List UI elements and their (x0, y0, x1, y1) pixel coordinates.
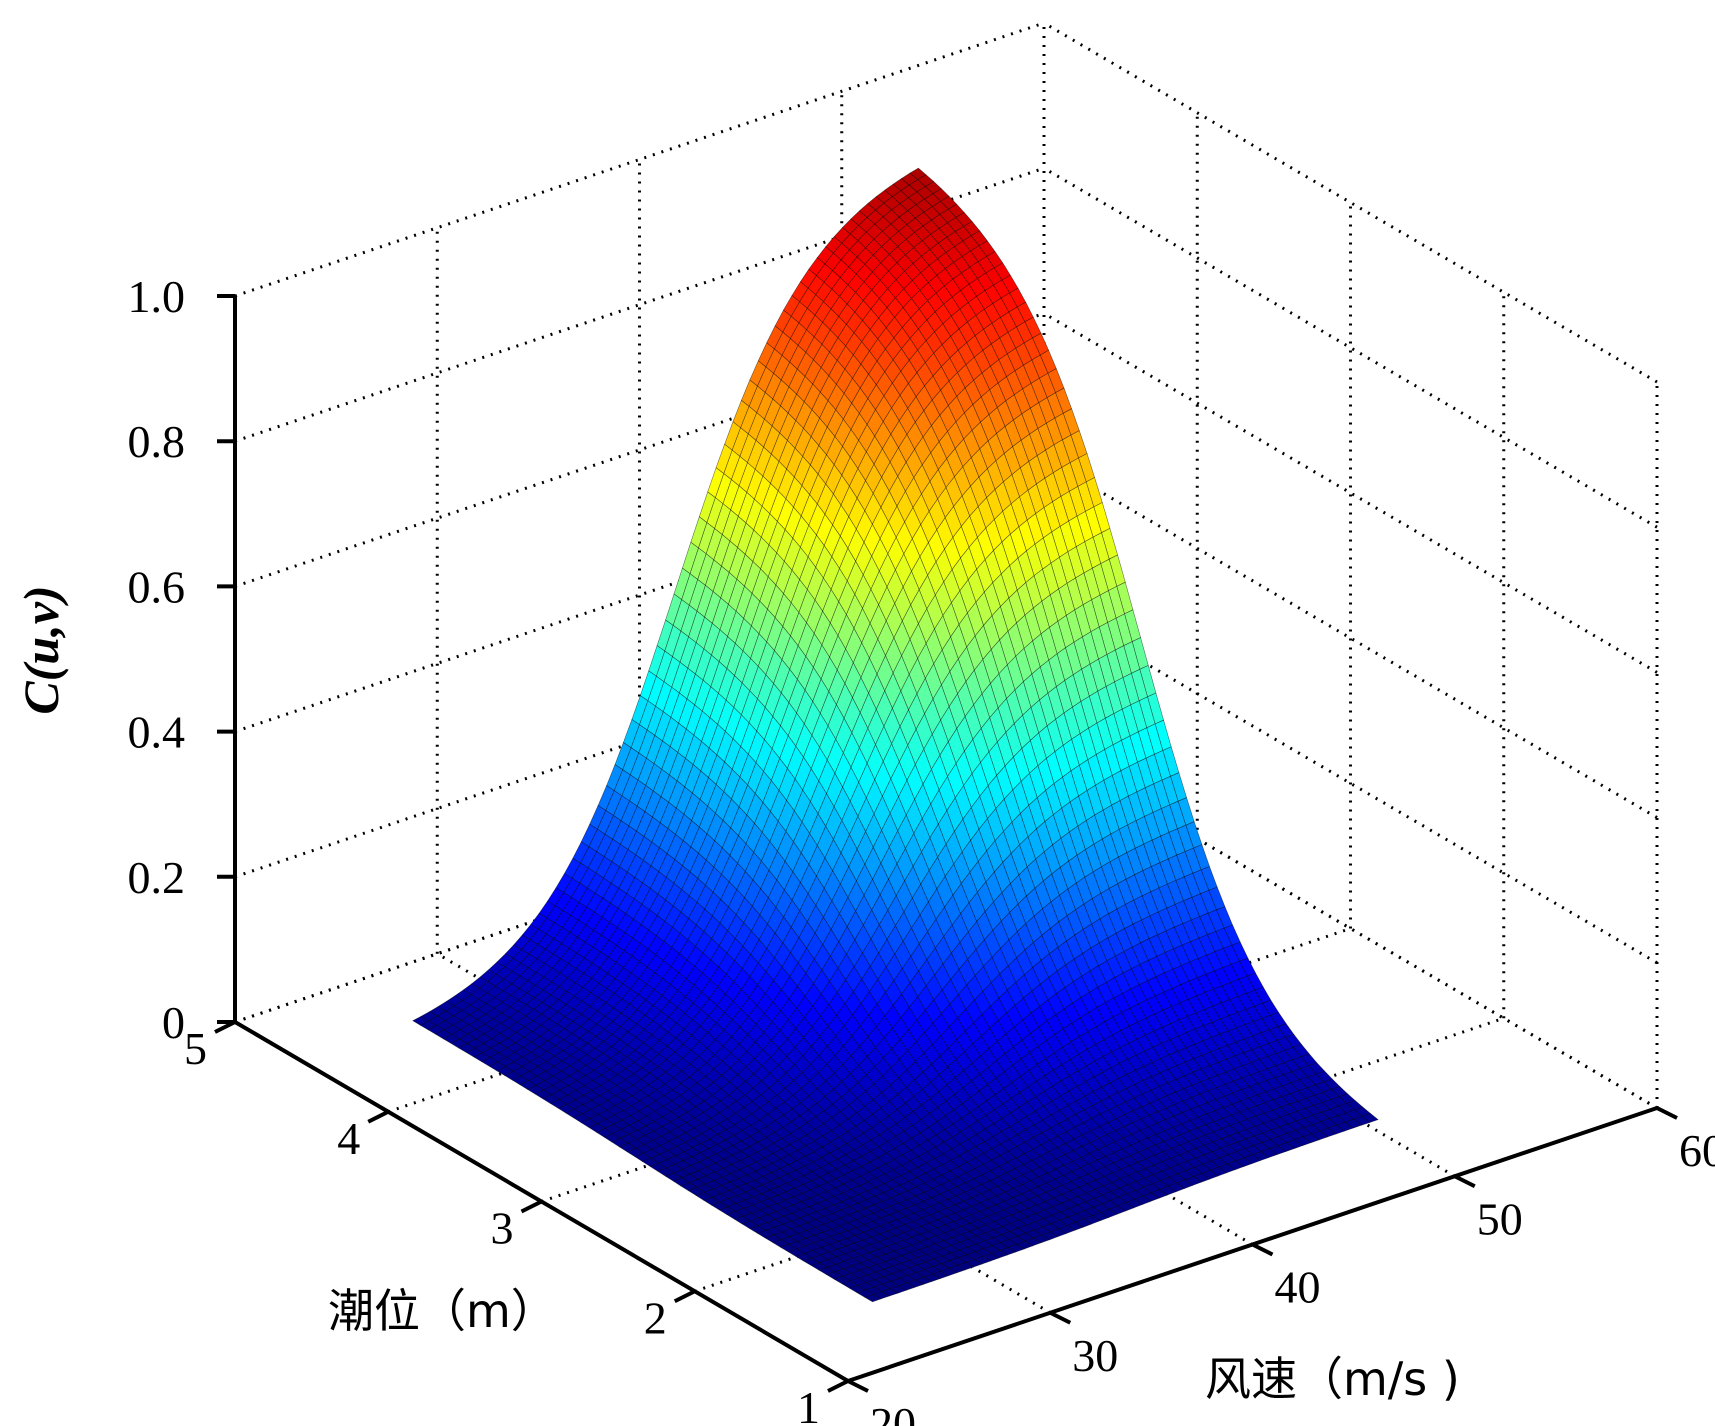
y-tick-mark (520, 1199, 543, 1214)
surface-mesh (412, 167, 1379, 1303)
x-tick-label: 20 (870, 1398, 916, 1426)
x-tick-label: 30 (1072, 1330, 1118, 1381)
side-wall-grid-z (1043, 457, 1658, 819)
back-wall-grid-z (234, 21, 1045, 298)
z-tick-label: 0.6 (128, 561, 186, 612)
y-tick-mark (827, 1379, 849, 1393)
side-wall-grid-z (1043, 602, 1658, 965)
x-tick-label: 50 (1477, 1193, 1523, 1244)
floor-grid-y (694, 1016, 1505, 1293)
z-axis-label: C(u,v) (13, 585, 69, 714)
x-tick-mark (847, 1379, 869, 1393)
side-wall-grid-z (1043, 312, 1658, 674)
z-tick-label: 0.4 (128, 707, 186, 758)
x-tick-label: 60 (1679, 1125, 1715, 1176)
side-wall-grid-z (1043, 21, 1658, 384)
z-tick-label: 0.8 (128, 416, 186, 467)
z-tick-label: 0 (162, 997, 185, 1048)
x-axis-label: 风速（m/s ) (1205, 1352, 1460, 1406)
z-tick-label: 0.2 (128, 852, 186, 903)
x-tick-label: 40 (1275, 1262, 1321, 1313)
y-tick-label: 3 (491, 1203, 514, 1254)
x-tick-mark (1251, 1242, 1274, 1257)
x-tick-mark (1453, 1174, 1476, 1189)
y-axis-label: 潮位（m） (328, 1284, 557, 1338)
y-tick-label: 2 (644, 1292, 667, 1343)
y-tick-label: 4 (337, 1113, 360, 1164)
side-wall-grid-z (1043, 166, 1658, 529)
x-tick-mark (1656, 1106, 1678, 1120)
y-tick-mark (367, 1109, 390, 1124)
y-tick-mark (673, 1289, 696, 1304)
y-tick-label: 5 (184, 1023, 207, 1074)
side-wall-grid-z (1043, 747, 1658, 1110)
z-tick-label: 1.0 (128, 271, 186, 322)
x-tick-mark (1049, 1310, 1072, 1325)
y-tick-label: 1 (797, 1382, 820, 1426)
